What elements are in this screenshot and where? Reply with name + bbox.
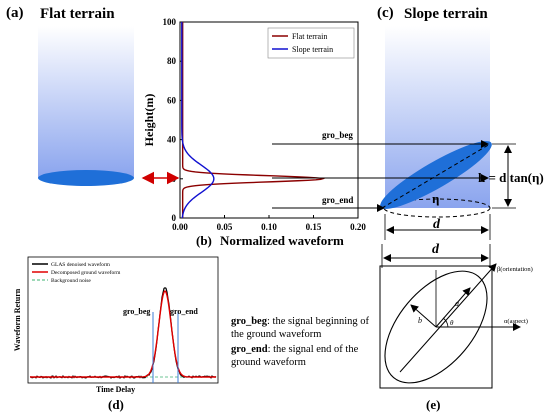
decomposed-waveform-line <box>30 289 216 378</box>
waveform-xlabel: Time Delay <box>96 385 135 394</box>
panel-a-label: (a) <box>6 5 24 21</box>
x-tick-label: 0.00 <box>172 222 188 232</box>
semi-major-axis <box>435 287 471 328</box>
legend-glas: GLAS denoised waveform <box>51 261 111 268</box>
panel-c: (c) Slope terrain h = d tan(η) η d gro_b… <box>272 5 544 240</box>
gro-beg-label: gro_beg <box>322 130 353 140</box>
b-label: b <box>418 316 422 325</box>
x-tick-label: 0.20 <box>350 222 366 232</box>
legend-decomposed: Decomposed ground waveform <box>51 269 121 276</box>
theta-arc <box>442 317 449 328</box>
x-tick-label: 0.05 <box>217 222 233 232</box>
d-label-e: d <box>432 242 440 257</box>
chart-legend: Flat terrain Slope terrain <box>267 27 355 59</box>
panel-d: GLAS denoised waveform Decomposed ground… <box>13 256 219 412</box>
y-tick-label: 80 <box>167 56 177 66</box>
y-tick-label: 60 <box>167 95 177 105</box>
panel-d-label: (d) <box>108 397 124 412</box>
definition-notes: gro_beg: the signal beginning of the gro… <box>231 316 370 368</box>
panel-c-label: (c) <box>377 5 394 21</box>
note-gro-end: gro_end: the signal end of the <box>231 344 359 355</box>
panel-a-title: Flat terrain <box>40 6 115 22</box>
legend-noise: Background noise <box>51 278 91 284</box>
a-label: a <box>455 299 459 308</box>
orientation-axis <box>399 263 497 373</box>
y-tick-label: 100 <box>163 17 177 27</box>
series-line-slope-terrain <box>181 22 215 219</box>
gro-end-label-d: gro_end <box>170 307 198 316</box>
semi-minor-axis <box>410 304 437 328</box>
legend-flat-terrain: Flat terrain <box>292 32 327 41</box>
projected-footprint-ellipse <box>383 198 491 218</box>
series-line-flat-terrain <box>181 22 325 218</box>
y-tick-label: 20 <box>167 174 177 184</box>
legend-slope-terrain: Slope terrain <box>292 45 333 54</box>
flat-footprint-ellipse <box>38 170 134 186</box>
formula-h: h = d tan(η) <box>478 170 544 185</box>
gro-beg-label-d: gro_beg <box>123 307 150 316</box>
d-label-c: d <box>433 217 441 232</box>
note-gro-beg: gro_beg: the signal beginning of <box>231 316 370 327</box>
waveform-ylabel: Waveform Return <box>13 288 22 351</box>
panel-b: 0.00 0.05 0.10 0.15 0.20 0 20 40 60 80 100 Height(… <box>142 17 366 248</box>
note-gro-end-line2: ground waveform <box>231 357 306 368</box>
note-gro-beg-line2: the ground waveform <box>231 329 321 340</box>
alpha-label: α(aspect) <box>504 318 528 325</box>
waveform-frame <box>27 256 219 384</box>
y-tick-label: 0 <box>172 213 177 223</box>
flat-laser-column <box>38 26 134 178</box>
panel-e: d β(orientation) α(aspect) a b θ (e) <box>379 242 533 412</box>
waveform-legend: GLAS denoised waveform Decomposed ground… <box>32 261 121 284</box>
gro-end-label: gro_end <box>322 195 353 205</box>
footprint-ellipse-e <box>384 270 488 384</box>
panel-c-title: Slope terrain <box>404 6 488 22</box>
panel-b-label: (b) <box>196 233 212 248</box>
chart-xlabel: Normalized waveform <box>220 233 344 248</box>
theta-label: θ <box>450 319 454 327</box>
eta-symbol: η <box>432 191 439 206</box>
panel-e-label: (e) <box>426 397 440 412</box>
panel-a: (a) Flat terrain <box>6 5 134 186</box>
x-tick-label: 0.15 <box>306 222 322 232</box>
chart-ylabel: Height(m) <box>142 94 156 147</box>
x-tick-label: 0.10 <box>261 222 277 232</box>
y-tick-label: 40 <box>167 135 177 145</box>
beta-label: β(orientation) <box>497 266 533 273</box>
